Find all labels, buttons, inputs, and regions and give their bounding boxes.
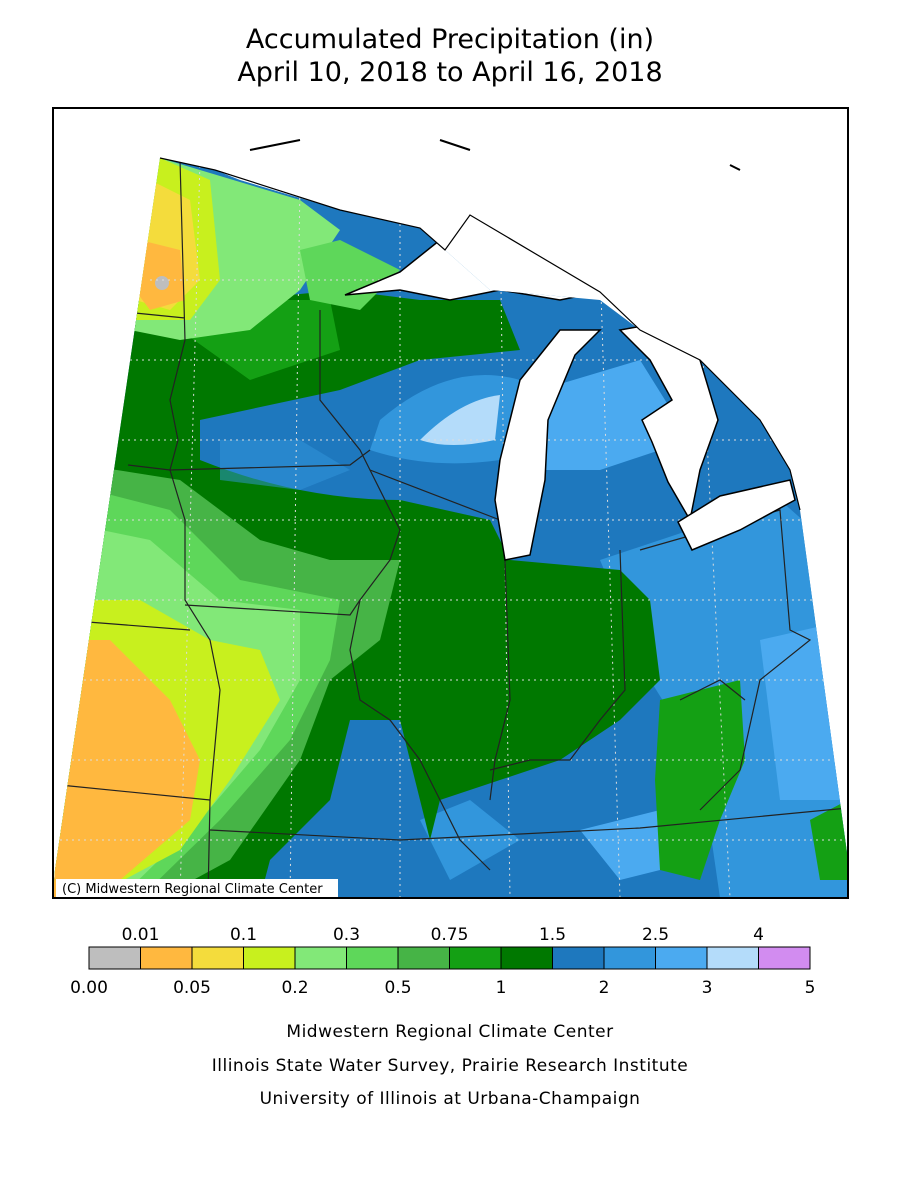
legend-swatch [603,946,656,970]
legend-swatch [500,946,553,970]
legend-swatch [294,946,347,970]
legend-swatch [191,946,244,970]
legend-swatch [655,946,708,970]
legend-swatch [397,946,450,970]
legend-swatch [449,946,502,970]
legend-swatch [243,946,296,970]
legend-swatch [140,946,193,970]
title-line: Accumulated Precipitation (in) [246,24,654,55]
legend-swatch [706,946,759,970]
credit-line: Midwestern Regional Climate Center [286,1022,613,1042]
legend-swatch [758,946,811,970]
title-line: April 10, 2018 to April 16, 2018 [237,57,662,88]
credit-line: Illinois State Water Survey, Prairie Res… [212,1056,688,1076]
legend-label: 0.00 [70,978,108,998]
legend-label: 0.75 [431,925,469,945]
legend-swatch [552,946,605,970]
legend-label: 0.01 [122,925,160,945]
legend-label: 0.05 [173,978,211,998]
legend-label: 5 [805,978,816,998]
legend: 0.01 0.1 0.3 0.75 1.5 2.5 4 0.00 0.05 0.2 0.5 1 2 3 5 [70,925,815,998]
legend-label: 0.2 [281,978,308,998]
legend-swatch [88,946,141,970]
legend-label: 1.5 [539,925,566,945]
legend-label: 0.5 [384,978,411,998]
legend-label: 0.1 [230,925,257,945]
legend-swatch [346,946,399,970]
map-frame [52,107,849,899]
legend-label: 0.3 [333,925,360,945]
legend-label: 2 [599,978,610,998]
legend-label: 4 [753,925,764,945]
copyright-box [56,879,338,897]
credit-line: University of Illinois at Urbana-Champai… [260,1089,641,1109]
legend-label: 2.5 [642,925,669,945]
copyright: (C) Midwestern Regional Climate Center [62,882,323,897]
map: (C) Midwestern Regional Climate Center [52,107,849,899]
legend-label: 1 [496,978,507,998]
legend-label: 3 [702,978,713,998]
